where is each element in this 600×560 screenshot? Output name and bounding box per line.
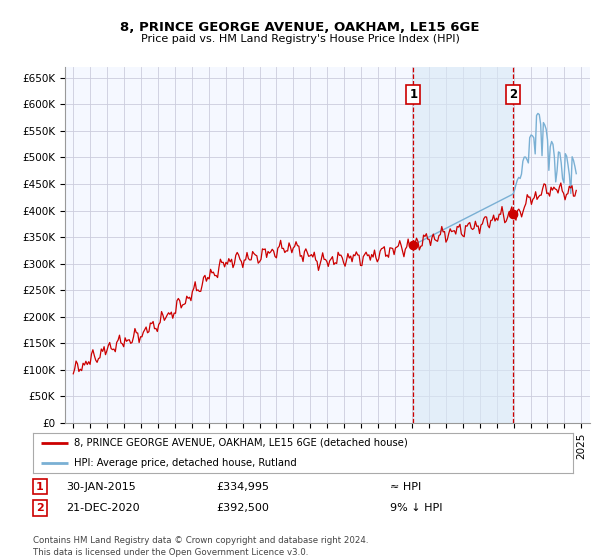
Text: 8, PRINCE GEORGE AVENUE, OAKHAM, LE15 6GE: 8, PRINCE GEORGE AVENUE, OAKHAM, LE15 6G…	[120, 21, 480, 34]
Text: 1: 1	[36, 482, 44, 492]
Text: ≈ HPI: ≈ HPI	[390, 482, 421, 492]
Text: This data is licensed under the Open Government Licence v3.0.: This data is licensed under the Open Gov…	[33, 548, 308, 557]
Text: 21-DEC-2020: 21-DEC-2020	[66, 503, 140, 513]
Text: Contains HM Land Registry data © Crown copyright and database right 2024.: Contains HM Land Registry data © Crown c…	[33, 536, 368, 545]
Text: 2: 2	[36, 503, 44, 513]
Bar	[413, 67, 513, 423]
Text: 8, PRINCE GEORGE AVENUE, OAKHAM, LE15 6GE (detached house): 8, PRINCE GEORGE AVENUE, OAKHAM, LE15 6G…	[74, 438, 407, 448]
Text: 30-JAN-2015: 30-JAN-2015	[66, 482, 136, 492]
Text: 2: 2	[509, 88, 517, 101]
Text: 9% ↓ HPI: 9% ↓ HPI	[390, 503, 443, 513]
Text: Price paid vs. HM Land Registry's House Price Index (HPI): Price paid vs. HM Land Registry's House …	[140, 34, 460, 44]
Text: £334,995: £334,995	[216, 482, 269, 492]
Text: HPI: Average price, detached house, Rutland: HPI: Average price, detached house, Rutl…	[74, 458, 296, 468]
Text: 1: 1	[409, 88, 418, 101]
Text: £392,500: £392,500	[216, 503, 269, 513]
